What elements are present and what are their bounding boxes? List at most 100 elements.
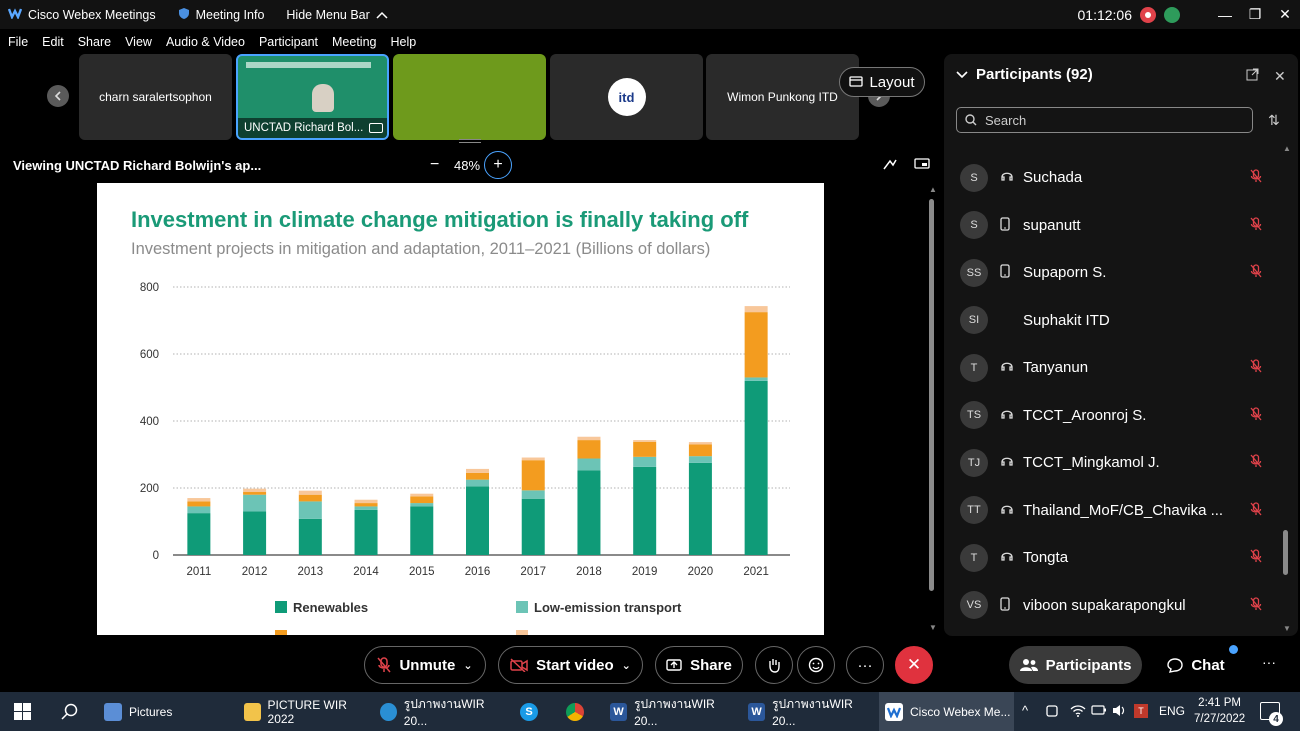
tile-label-bar: UNCTAD Richard Bol...: [238, 118, 387, 138]
share-view-icon[interactable]: [914, 157, 930, 174]
menu-share[interactable]: Share: [77, 35, 112, 49]
battery-icon[interactable]: [1091, 704, 1107, 719]
zoom-in-button[interactable]: +: [484, 151, 512, 179]
mic-muted-icon[interactable]: [1250, 169, 1262, 186]
more-icon[interactable]: ···: [1262, 654, 1276, 670]
participant-row[interactable]: S Suchada: [944, 154, 1284, 202]
bar-segment: [744, 306, 768, 313]
mic-muted-icon[interactable]: [1250, 407, 1262, 424]
participant-row[interactable]: T Tanyanun: [944, 344, 1284, 392]
participant-row[interactable]: TT Thailand_MoF/CB_Chavika ...: [944, 487, 1284, 535]
chevron-down-icon[interactable]: ⌄: [463, 659, 473, 672]
y-tick-label: 200: [140, 483, 159, 495]
chat-button[interactable]: Chat: [1156, 646, 1236, 684]
antivirus-icon[interactable]: T: [1134, 704, 1148, 718]
share-button[interactable]: Share: [655, 646, 743, 684]
minimize-button[interactable]: —: [1218, 6, 1232, 23]
mic-muted-icon[interactable]: [1250, 217, 1262, 234]
participants-header[interactable]: Participants (92): [956, 66, 1093, 83]
status-icon[interactable]: [1164, 6, 1180, 23]
close-panel-icon[interactable]: ✕: [1274, 68, 1286, 84]
participant-row[interactable]: VS viboon supakarapongkul: [944, 582, 1284, 630]
taskbar-webex[interactable]: Cisco Webex Me...: [879, 692, 1014, 731]
search-input[interactable]: Search: [956, 107, 1253, 133]
y-tick-label: 600: [140, 349, 159, 361]
zoom-out-button[interactable]: −: [430, 156, 440, 173]
unmute-button[interactable]: Unmute ⌄: [364, 646, 486, 684]
language-indicator[interactable]: ENG: [1159, 704, 1186, 718]
bar-segment: [688, 444, 712, 457]
bar-segment: [688, 462, 712, 555]
video-tile[interactable]: charn saralertsophon: [79, 54, 232, 140]
taskbar-word-1[interactable]: W รูปภาพงานWIR 20...: [606, 692, 736, 731]
video-tile[interactable]: Wimon Punkong ITD: [706, 54, 859, 140]
participant-row[interactable]: T Tongta: [944, 534, 1284, 582]
search-icon[interactable]: [61, 703, 78, 723]
mic-muted-icon[interactable]: [1250, 549, 1262, 566]
participant-row[interactable]: TJ TCCT_Mingkamol J.: [944, 439, 1284, 487]
annotate-icon[interactable]: [882, 157, 898, 174]
recording-icon[interactable]: [1140, 6, 1156, 23]
chevron-down-icon[interactable]: ⌄: [621, 659, 631, 672]
restore-button[interactable]: ❐: [1248, 6, 1262, 22]
popout-icon[interactable]: [1246, 68, 1259, 86]
menu-view[interactable]: View: [125, 35, 152, 49]
more-icon: ···: [857, 656, 873, 674]
mic-muted-icon[interactable]: [1250, 502, 1262, 519]
participant-row[interactable]: SI Suphakit ITD: [944, 297, 1284, 345]
strip-prev-button[interactable]: [47, 85, 69, 107]
chevron-up-icon[interactable]: ^: [1022, 703, 1029, 718]
mic-muted-icon[interactable]: [1250, 359, 1262, 376]
taskbar-folder[interactable]: PICTURE WIR 2022: [238, 692, 368, 731]
volume-icon[interactable]: [1112, 704, 1128, 720]
content-scrollbar[interactable]: ▲ ▼: [929, 185, 937, 632]
taskbar-skype[interactable]: S: [520, 692, 544, 731]
bar-segment: [466, 468, 489, 473]
close-window-button[interactable]: ✕: [1279, 6, 1291, 22]
itd-logo: itd: [607, 78, 646, 116]
menu-audio-video[interactable]: Audio & Video: [165, 35, 245, 49]
menu-participant[interactable]: Participant: [258, 35, 318, 49]
taskbar-chrome[interactable]: [566, 692, 590, 731]
mic-muted-icon[interactable]: [1250, 597, 1262, 614]
meet-now-icon[interactable]: [1045, 704, 1059, 721]
participant-row[interactable]: SS Supaporn S.: [944, 249, 1284, 297]
start-video-button[interactable]: Start video ⌄: [498, 646, 643, 684]
video-tile[interactable]: itd: [550, 54, 703, 140]
raise-hand-button[interactable]: [755, 646, 793, 684]
bar-segment: [243, 494, 267, 512]
participants-button[interactable]: Participants: [1009, 646, 1142, 684]
taskbar-edge[interactable]: รูปภาพงานWIR 20...: [374, 692, 504, 731]
menu-edit[interactable]: Edit: [42, 35, 64, 49]
sort-icon[interactable]: ⇅: [1268, 112, 1280, 128]
reactions-button[interactable]: [797, 646, 835, 684]
y-tick-label: 0: [153, 550, 159, 562]
menu-meeting[interactable]: Meeting: [332, 35, 377, 49]
video-tile[interactable]: [393, 54, 546, 140]
participant-row[interactable]: TS TCCT_Aroonroj S.: [944, 392, 1284, 440]
mic-muted-icon[interactable]: [1250, 454, 1262, 471]
mic-muted-icon[interactable]: [1250, 264, 1262, 281]
end-meeting-button[interactable]: ✕: [895, 646, 933, 684]
headset-icon: [1000, 454, 1014, 471]
menu-help[interactable]: Help: [390, 35, 417, 49]
meeting-controls: Unmute ⌄ Start video ⌄ Share ··· ✕ Parti…: [0, 640, 1300, 692]
video-tile-active[interactable]: UNCTAD Richard Bol...: [236, 54, 389, 140]
menu-file[interactable]: File: [8, 35, 29, 49]
layout-button[interactable]: Layout: [839, 67, 925, 97]
bar-segment: [243, 511, 267, 555]
wifi-icon[interactable]: [1070, 704, 1086, 720]
more-options-button[interactable]: ···: [846, 646, 884, 684]
clock[interactable]: 2:41 PM 7/27/2022: [1194, 697, 1246, 725]
taskbar-word-2[interactable]: W รูปภาพงานWIR 20...: [744, 692, 874, 731]
windows-start-icon[interactable]: [14, 703, 31, 723]
meeting-info-button[interactable]: Meeting Info: [178, 7, 264, 23]
taskbar-pictures[interactable]: Pictures: [98, 692, 228, 731]
hide-menu-bar-button[interactable]: Hide Menu Bar: [286, 8, 388, 22]
participant-name: Suchada: [1023, 169, 1083, 187]
panel-scrollbar[interactable]: ▲ ▼: [1283, 144, 1291, 633]
bar-segment: [633, 441, 657, 457]
mic-muted-icon: [377, 657, 392, 673]
drag-handle[interactable]: [459, 139, 481, 143]
